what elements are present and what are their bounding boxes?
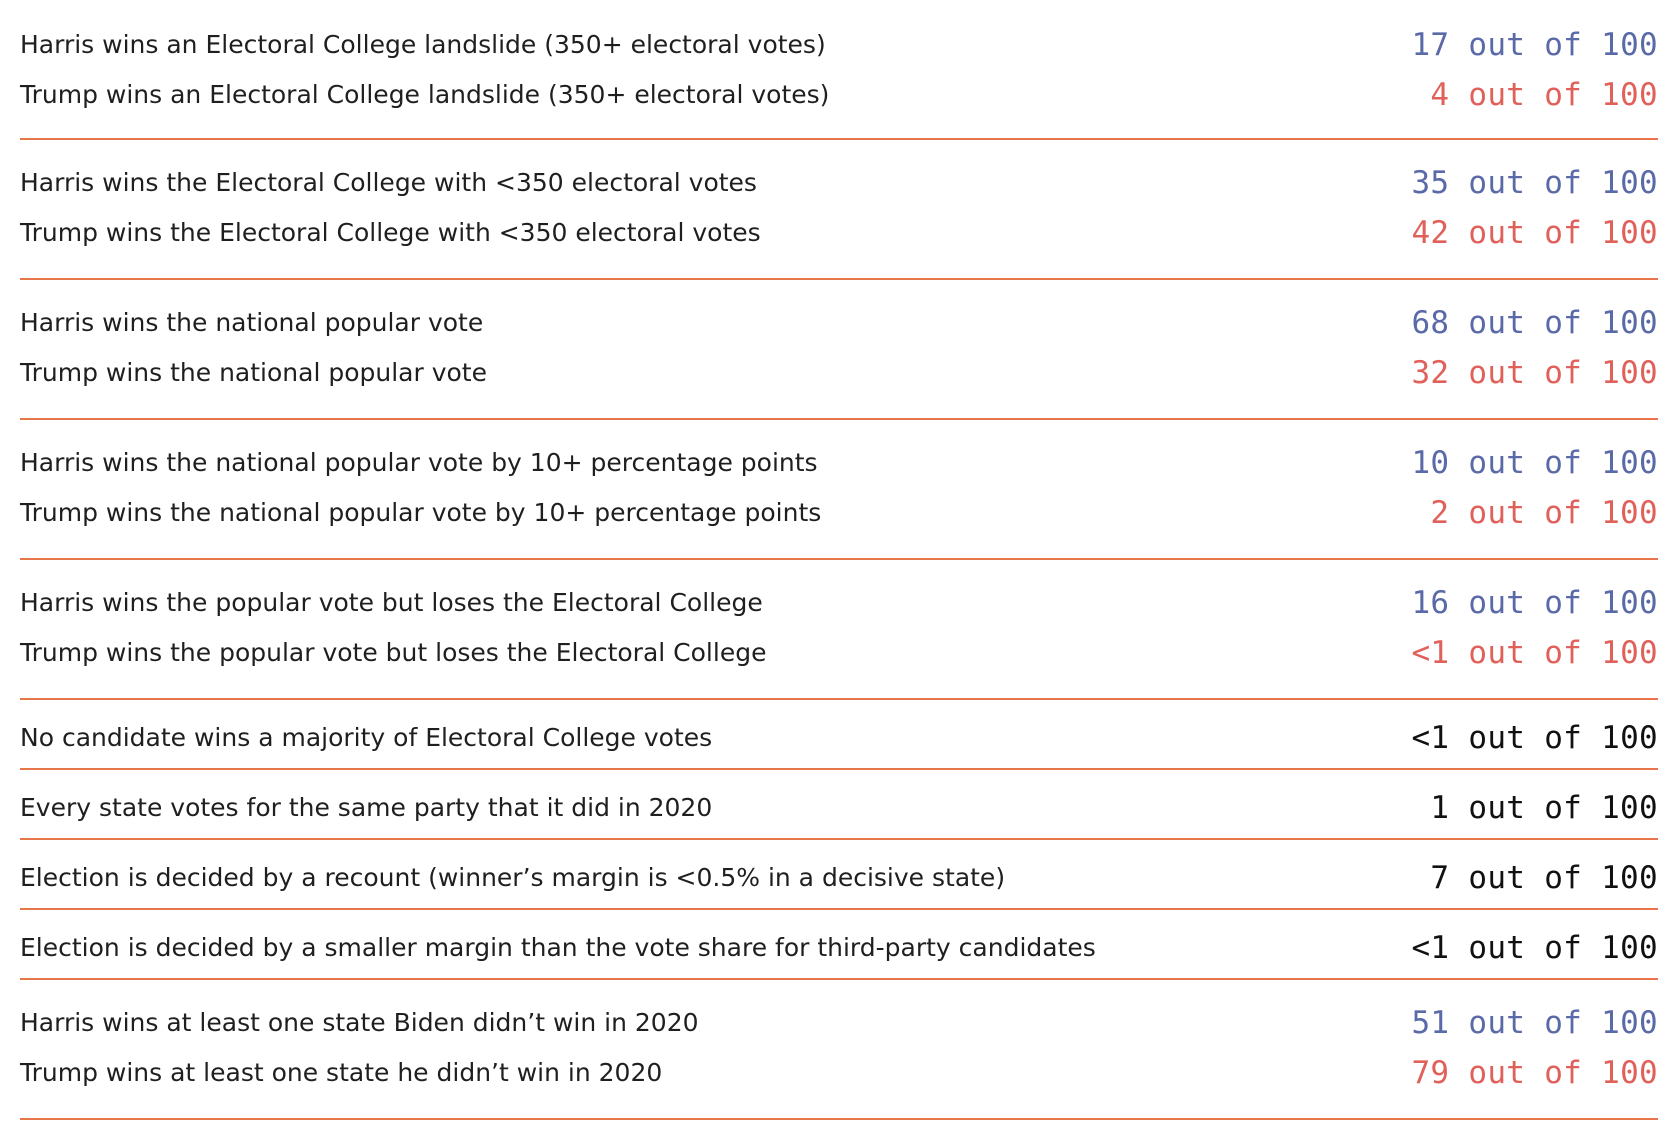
outcome-label: Every state votes for the same party tha… xyxy=(20,793,713,822)
table-row: Trump wins at least one state he didn’t … xyxy=(20,1048,1658,1098)
table-row: Trump wins the national popular vote 32 … xyxy=(20,348,1658,398)
table-row: Election is decided by a recount (winner… xyxy=(20,853,1658,903)
outcome-label: Harris wins the Electoral College with <… xyxy=(20,168,757,197)
outcome-odds: 35 out of 100 xyxy=(1411,165,1658,201)
outcome-label: Harris wins the national popular vote xyxy=(20,308,484,337)
outcome-group-popular-vote-10: Harris wins the national popular vote by… xyxy=(20,420,1658,560)
outcome-group-same-map: Every state votes for the same party tha… xyxy=(20,770,1658,840)
outcome-label: Election is decided by a recount (winner… xyxy=(20,863,1006,892)
outcome-group-ec-narrow: Harris wins the Electoral College with <… xyxy=(20,140,1658,280)
outcome-label: Harris wins the popular vote but loses t… xyxy=(20,588,763,617)
outcome-label: Harris wins the national popular vote by… xyxy=(20,448,818,477)
outcome-group-no-majority: No candidate wins a majority of Electora… xyxy=(20,700,1658,770)
outcome-label: Trump wins at least one state he didn’t … xyxy=(20,1058,663,1087)
table-row: Trump wins the Electoral College with <3… xyxy=(20,208,1658,258)
outcome-odds: 16 out of 100 xyxy=(1411,585,1658,621)
outcome-odds: 42 out of 100 xyxy=(1411,215,1658,251)
outcome-label: Trump wins the popular vote but loses th… xyxy=(20,638,767,667)
outcome-odds: 51 out of 100 xyxy=(1411,1005,1658,1041)
odds-table: Harris wins an Electoral College landsli… xyxy=(20,0,1658,1120)
outcome-label: Trump wins an Electoral College landslid… xyxy=(20,80,830,109)
table-row: Harris wins at least one state Biden did… xyxy=(20,998,1658,1048)
outcome-group-popular-vote: Harris wins the national popular vote 68… xyxy=(20,280,1658,420)
table-row: Harris wins an Electoral College landsli… xyxy=(20,20,1658,70)
outcome-odds: 1 out of 100 xyxy=(1430,790,1658,826)
outcome-odds: 68 out of 100 xyxy=(1411,305,1658,341)
outcome-label: Trump wins the national popular vote xyxy=(20,358,487,387)
outcome-group-flip-state: Harris wins at least one state Biden did… xyxy=(20,980,1658,1120)
table-row: Trump wins an Electoral College landslid… xyxy=(20,70,1658,120)
table-row: Trump wins the national popular vote by … xyxy=(20,488,1658,538)
outcome-group-recount: Election is decided by a recount (winner… xyxy=(20,840,1658,910)
outcome-label: Trump wins the Electoral College with <3… xyxy=(20,218,761,247)
outcome-label: Election is decided by a smaller margin … xyxy=(20,933,1096,962)
table-row: Harris wins the popular vote but loses t… xyxy=(20,578,1658,628)
outcome-group-third-party: Election is decided by a smaller margin … xyxy=(20,910,1658,980)
outcome-odds: 32 out of 100 xyxy=(1411,355,1658,391)
table-row: Every state votes for the same party tha… xyxy=(20,783,1658,833)
table-row: No candidate wins a majority of Electora… xyxy=(20,713,1658,763)
outcome-label: No candidate wins a majority of Electora… xyxy=(20,723,713,752)
outcome-odds: 17 out of 100 xyxy=(1411,27,1658,63)
table-row: Election is decided by a smaller margin … xyxy=(20,923,1658,973)
outcome-label: Harris wins an Electoral College landsli… xyxy=(20,30,826,59)
table-row: Harris wins the national popular vote 68… xyxy=(20,298,1658,348)
outcome-odds: 4 out of 100 xyxy=(1430,77,1658,113)
outcome-odds: 79 out of 100 xyxy=(1411,1055,1658,1091)
outcome-odds: 10 out of 100 xyxy=(1411,445,1658,481)
outcome-odds: <1 out of 100 xyxy=(1411,930,1658,966)
outcome-odds: <1 out of 100 xyxy=(1411,720,1658,756)
outcome-odds: <1 out of 100 xyxy=(1411,635,1658,671)
outcome-group-split: Harris wins the popular vote but loses t… xyxy=(20,560,1658,700)
table-row: Harris wins the national popular vote by… xyxy=(20,438,1658,488)
outcome-odds: 7 out of 100 xyxy=(1430,860,1658,896)
table-row: Harris wins the Electoral College with <… xyxy=(20,158,1658,208)
outcome-group-ec-landslide: Harris wins an Electoral College landsli… xyxy=(20,0,1658,140)
table-row: Trump wins the popular vote but loses th… xyxy=(20,628,1658,678)
outcome-label: Harris wins at least one state Biden did… xyxy=(20,1008,699,1037)
outcome-label: Trump wins the national popular vote by … xyxy=(20,498,822,527)
outcome-odds: 2 out of 100 xyxy=(1430,495,1658,531)
